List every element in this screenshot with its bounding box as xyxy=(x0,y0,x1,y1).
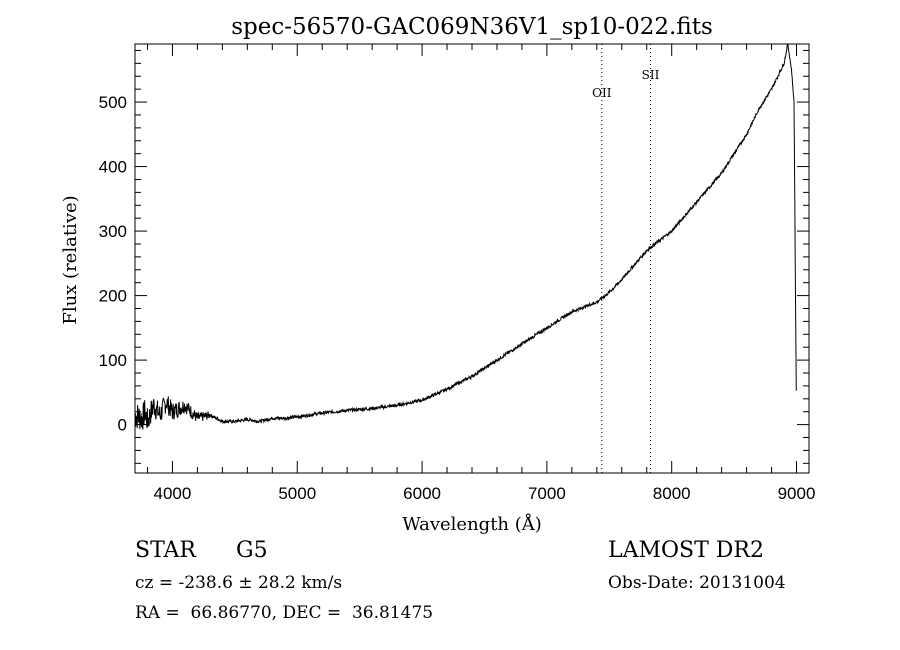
chart-title: spec-56570-GAC069N36V1_sp10-022.fits xyxy=(231,14,713,40)
line-annotations: OII SII xyxy=(592,44,660,473)
annotation-label: SII xyxy=(642,68,660,82)
y-tick-label: 0 xyxy=(118,416,127,435)
x-tick-label: 4000 xyxy=(154,484,192,503)
survey-name: LAMOST DR2 xyxy=(608,538,764,563)
plot-frame xyxy=(134,43,810,474)
x-tick-label: 6000 xyxy=(403,484,441,503)
obs-date-text: Obs-Date: 20131004 xyxy=(608,573,786,593)
y-tick-label: 300 xyxy=(99,222,127,241)
redshift-text: cz = -238.6 ± 28.2 km/s xyxy=(135,573,343,593)
y-axis-label: Flux (relative) xyxy=(60,195,81,324)
x-tick-label: 7000 xyxy=(528,484,566,503)
annotation-label: OII xyxy=(592,86,612,100)
object-subclass: G5 xyxy=(236,538,268,563)
coordinates-text: RA = 66.86770, DEC = 36.81475 xyxy=(135,603,434,623)
y-tick-label: 200 xyxy=(99,287,127,306)
object-class: STAR xyxy=(135,538,196,563)
spectrum-series-line xyxy=(134,44,797,430)
x-tick-label: 8000 xyxy=(653,484,691,503)
x-axis: 4000 5000 6000 7000 8000 9000 xyxy=(146,44,816,503)
y-tick-label: 500 xyxy=(99,93,127,112)
y-axis: 0 100 200 300 400 500 xyxy=(99,49,809,464)
y-tick-label: 100 xyxy=(99,351,127,370)
y-tick-label: 400 xyxy=(99,158,127,177)
x-tick-label: 9000 xyxy=(778,484,816,503)
x-tick-label: 5000 xyxy=(278,484,316,503)
x-axis-label: Wavelength (Å) xyxy=(402,513,542,535)
